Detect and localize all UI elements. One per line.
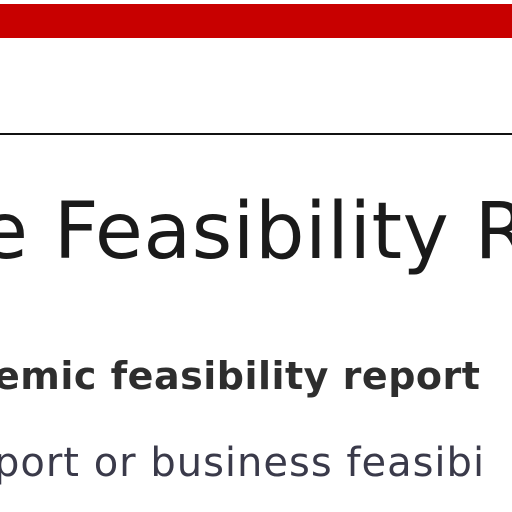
header-divider [0, 133, 512, 135]
page-title: e Feasibility R [0, 187, 512, 277]
header-area [0, 38, 512, 134]
top-margin [0, 0, 512, 4]
body-text: port or business feasibi [0, 440, 486, 486]
section-subtitle: emic feasibility report [0, 354, 481, 398]
header-accent-bar [0, 4, 512, 38]
